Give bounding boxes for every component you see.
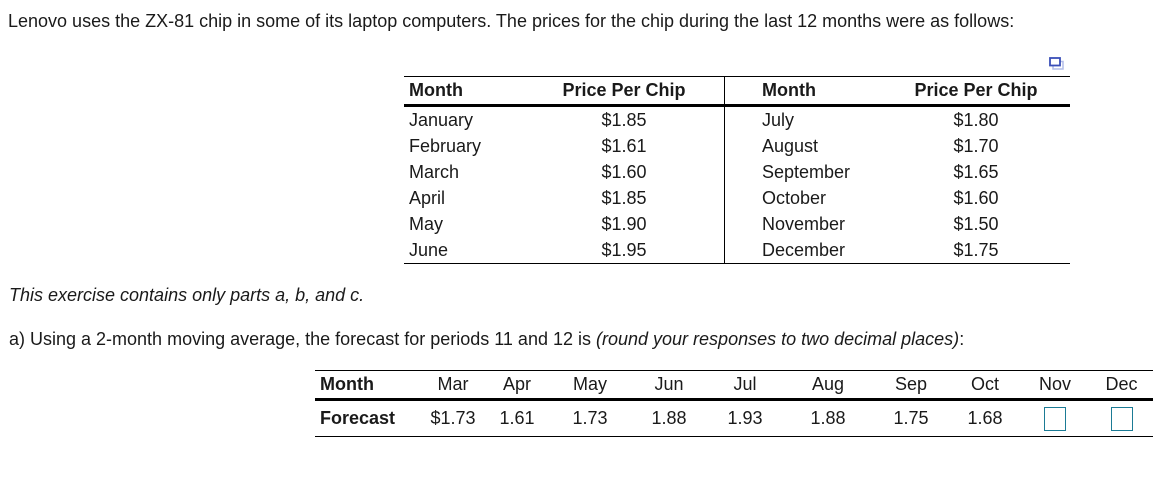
price-cell: $1.50 xyxy=(953,214,999,234)
copy-icon[interactable] xyxy=(1049,57,1065,71)
forecast-value-row: Forecast $1.73 1.61 1.73 1.88 1.93 1.88 … xyxy=(315,400,1153,437)
month-cell: July xyxy=(762,110,795,130)
forecast-value-apr: 1.61 xyxy=(499,408,535,428)
month-cell: September xyxy=(762,162,851,182)
month-header-sep: Sep xyxy=(872,370,950,401)
table-header-row: Month Price Per Chip Month Price Per Chi… xyxy=(404,76,1070,107)
forecast-table: Month Mar Apr May Jun Jul Aug Sep Oct No… xyxy=(315,370,1153,437)
price-cell: $1.60 xyxy=(524,159,725,185)
header-price-2: Price Per Chip xyxy=(882,76,1070,107)
price-cell: $1.90 xyxy=(524,211,725,237)
month-cell: October xyxy=(762,188,827,208)
table-row: February $1.61 August $1.70 xyxy=(404,133,1070,159)
table-row: June $1.95 December $1.75 xyxy=(404,237,1070,264)
exercise-note: This exercise contains only parts a, b, … xyxy=(9,285,365,305)
table-row: May $1.90 November $1.50 xyxy=(404,211,1070,237)
month-cell: April xyxy=(409,188,446,208)
month-cell: May xyxy=(409,214,444,234)
forecast-cell-dec xyxy=(1090,400,1153,437)
question-a: a) Using a 2-month moving average, the f… xyxy=(9,329,964,350)
forecast-value-mar: $1.73 xyxy=(430,408,476,428)
question-hint: (round your responses to two decimal pla… xyxy=(596,329,960,349)
forecast-value-sep: 1.75 xyxy=(893,408,929,428)
forecast-value-jul: 1.93 xyxy=(727,408,763,428)
table-row: January $1.85 July $1.80 xyxy=(404,105,1070,133)
month-header-mar: Mar xyxy=(420,370,486,401)
problem-intro: Lenovo uses the ZX-81 chip in some of it… xyxy=(8,11,1015,31)
forecast-input-dec[interactable] xyxy=(1110,406,1133,431)
price-cell: $1.75 xyxy=(953,240,999,260)
month-header-apr: Apr xyxy=(486,370,548,401)
month-cell: November xyxy=(762,214,846,234)
question-suffix: : xyxy=(959,329,965,349)
month-cell: June xyxy=(409,240,449,260)
month-cell: February xyxy=(409,136,482,156)
month-row-label: Month xyxy=(315,370,420,401)
price-cell: $1.80 xyxy=(953,110,999,130)
question-text: a) Using a 2-month moving average, the f… xyxy=(9,329,596,349)
month-cell: January xyxy=(409,110,474,130)
table-row: March $1.60 September $1.65 xyxy=(404,159,1070,185)
header-month-2: Month xyxy=(724,76,882,107)
header-price-1: Price Per Chip xyxy=(524,76,725,107)
forecast-row-label: Forecast xyxy=(320,408,396,428)
month-header-nov: Nov xyxy=(1020,370,1090,401)
month-header-aug: Aug xyxy=(784,370,872,401)
month-cell: August xyxy=(762,136,819,156)
month-cell: December xyxy=(762,240,846,260)
month-cell: March xyxy=(409,162,460,182)
price-cell: $1.85 xyxy=(524,185,725,211)
chip-price-table: Month Price Per Chip Month Price Per Chi… xyxy=(404,76,1070,264)
forecast-month-row: Month Mar Apr May Jun Jul Aug Sep Oct No… xyxy=(315,370,1153,401)
price-cell: $1.95 xyxy=(524,237,725,264)
month-header-jun: Jun xyxy=(632,370,706,401)
forecast-value-may: 1.73 xyxy=(572,408,608,428)
month-header-jul: Jul xyxy=(706,370,784,401)
forecast-cell-nov xyxy=(1020,400,1090,437)
price-cell: $1.60 xyxy=(953,188,999,208)
header-month-1: Month xyxy=(404,76,524,107)
forecast-value-jun: 1.88 xyxy=(651,408,687,428)
month-header-dec: Dec xyxy=(1090,370,1153,401)
price-cell: $1.65 xyxy=(953,162,999,182)
price-cell: $1.61 xyxy=(524,133,725,159)
table-row: April $1.85 October $1.60 xyxy=(404,185,1070,211)
month-header-may: May xyxy=(548,370,632,401)
month-header-oct: Oct xyxy=(950,370,1020,401)
forecast-value-aug: 1.88 xyxy=(810,408,846,428)
forecast-value-oct: 1.68 xyxy=(967,408,1003,428)
price-cell: $1.70 xyxy=(953,136,999,156)
forecast-input-nov[interactable] xyxy=(1044,406,1066,431)
price-cell: $1.85 xyxy=(524,105,725,133)
